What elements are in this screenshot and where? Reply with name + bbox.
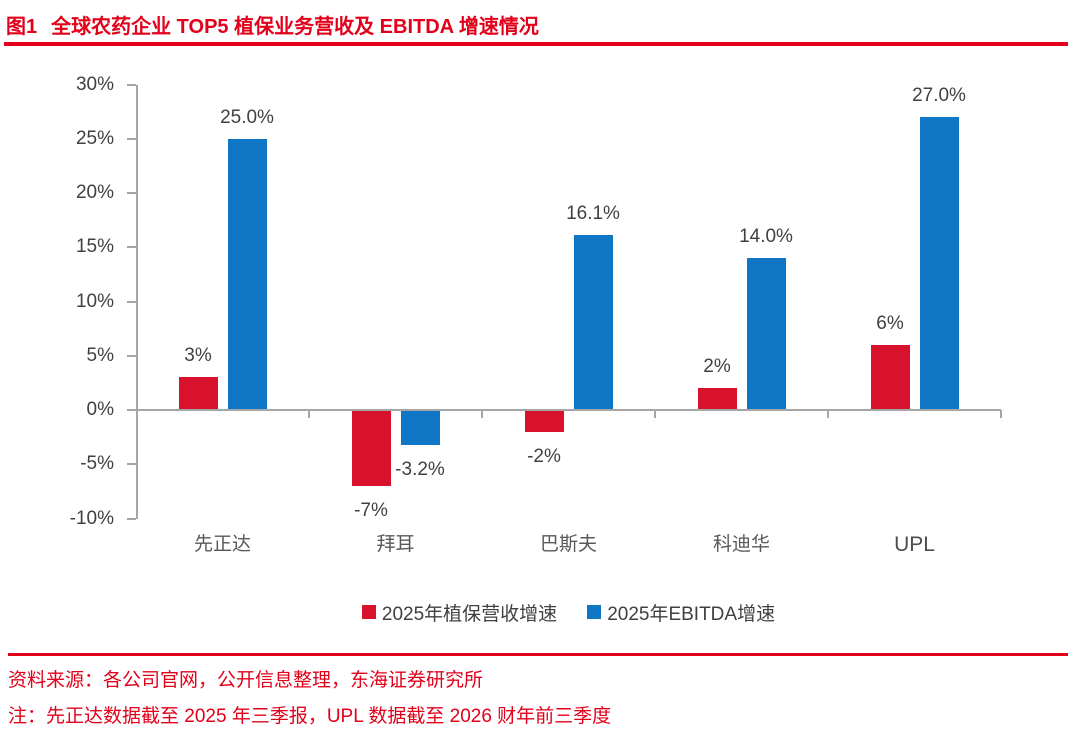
y-axis-line <box>136 84 138 519</box>
category-label-2: 巴斯夫 <box>539 534 597 555</box>
bar-value-label: 6% <box>876 312 904 334</box>
y-axis-label: 30% <box>75 73 114 95</box>
category-label-1: 拜耳 <box>376 534 415 555</box>
legend: 2025年植保营收增速 2025年EBITDA增速 <box>136 597 1001 627</box>
note-text: 注：先正达数据截至 2025 年三季报，UPL 数据截至 2026 财年前三季度 <box>8 706 612 727</box>
y-axis-label: 5% <box>86 344 114 366</box>
y-axis-tick <box>127 517 136 520</box>
legend-swatch-revenue <box>361 605 376 619</box>
legend-label-revenue: 2025年植保营收增速 <box>381 603 558 625</box>
y-axis-label: 15% <box>75 236 114 258</box>
bar-value-label: 3% <box>184 345 212 367</box>
bar-value-label: -3.2% <box>395 458 445 480</box>
legend-label-ebitda: 2025年EBITDA增速 <box>607 603 776 625</box>
figure-number: 图1 <box>6 16 38 38</box>
y-axis-label: 25% <box>75 127 114 149</box>
bar-revenue-1 <box>351 410 391 486</box>
bar-ebitda-4 <box>919 117 959 410</box>
bar-value-label: 27.0% <box>912 85 966 107</box>
bar-revenue-3 <box>697 388 737 410</box>
category-label-3: 科迪华 <box>712 534 770 555</box>
x-axis-tick <box>308 410 310 418</box>
bar-value-label: 25.0% <box>220 106 274 128</box>
figure-title-text: 全球农药企业 TOP5 植保业务营收及 EBITDA 增速情况 <box>51 16 539 38</box>
y-axis-tick <box>127 246 136 249</box>
y-axis-label: -5% <box>80 453 114 475</box>
bar-value-label: -7% <box>354 499 388 521</box>
y-axis-tick <box>127 354 136 357</box>
bar-ebitda-2 <box>573 235 613 410</box>
bar-ebitda-1 <box>400 410 440 445</box>
bar-value-label: 2% <box>703 356 731 378</box>
bar-revenue-2 <box>524 410 564 432</box>
category-label-0: 先正达 <box>193 534 251 555</box>
bar-value-label: 14.0% <box>739 226 793 248</box>
bar-value-label: 16.1% <box>566 203 620 225</box>
y-axis-tick <box>127 409 136 411</box>
legend-swatch-ebitda <box>587 605 602 619</box>
y-axis-label: 10% <box>75 290 114 312</box>
y-axis-tick <box>127 83 136 86</box>
bar-ebitda-3 <box>746 258 786 410</box>
source-text: 资料来源：各公司官网，公开信息整理，东海证券研究所 <box>8 670 484 691</box>
legend-item-ebitda: 2025年EBITDA增速 <box>587 599 775 626</box>
legend-item-revenue: 2025年植保营收增速 <box>361 599 558 626</box>
bar-revenue-0 <box>178 377 218 410</box>
y-axis-label: -10% <box>69 507 114 529</box>
y-axis-label: 0% <box>86 399 114 420</box>
bar-value-label: -2% <box>527 445 561 467</box>
bar-revenue-4 <box>870 344 910 410</box>
footer-divider <box>8 653 1068 656</box>
y-axis-tick <box>127 192 136 194</box>
bar-ebitda-0 <box>227 138 267 410</box>
x-axis-tick <box>654 410 656 418</box>
x-axis-line <box>136 409 1001 411</box>
y-axis-label: 20% <box>75 182 114 203</box>
y-axis-tick <box>127 300 136 303</box>
x-axis-tick <box>481 410 483 418</box>
title-underline <box>4 42 1068 46</box>
y-axis-tick <box>127 137 136 140</box>
figure-title: 图1 全球农药企业 TOP5 植保业务营收及 EBITDA 增速情况 <box>6 10 539 39</box>
y-axis-tick <box>127 463 136 466</box>
x-axis-tick <box>1000 410 1002 418</box>
x-axis-tick <box>827 410 829 418</box>
category-label-4: UPL <box>894 533 935 556</box>
